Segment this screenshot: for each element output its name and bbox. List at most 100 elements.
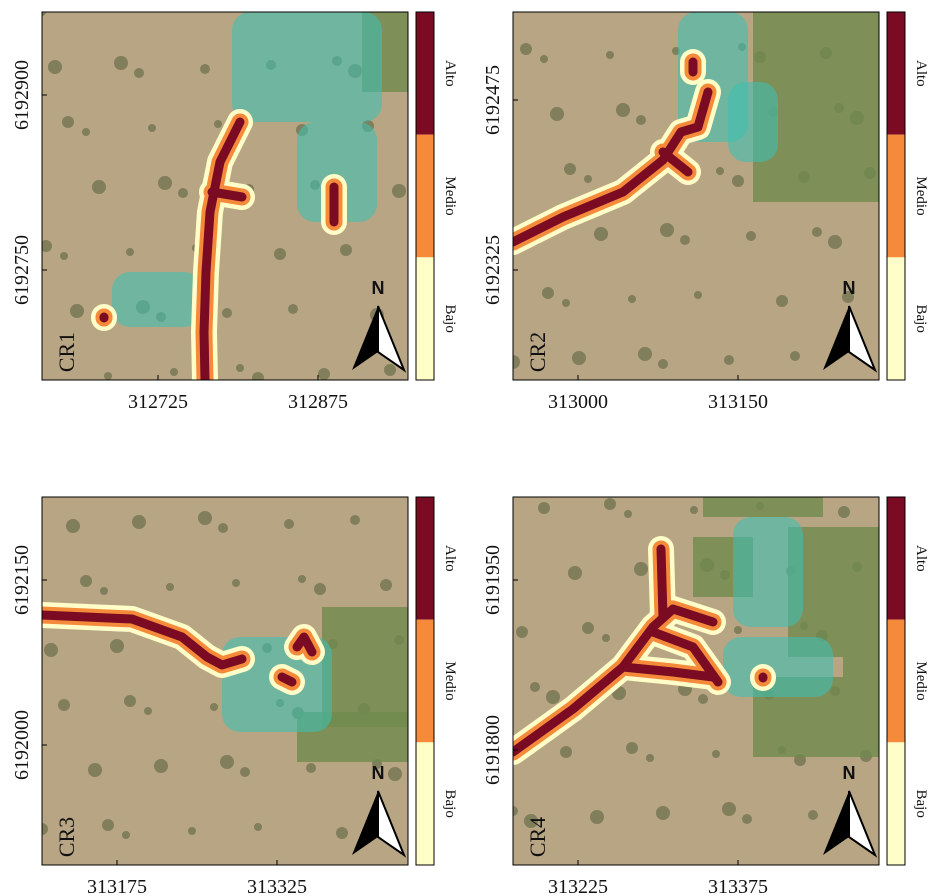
- panel-label: CR3: [54, 817, 79, 857]
- tree: [513, 355, 520, 369]
- north-arrow: [352, 306, 378, 370]
- tree: [42, 823, 48, 835]
- north-label: N: [372, 763, 385, 783]
- tree: [656, 806, 670, 820]
- tree: [604, 498, 616, 510]
- tree: [314, 583, 326, 595]
- tree: [88, 763, 102, 777]
- x-tick-label: 313225: [548, 876, 608, 896]
- tree: [222, 308, 232, 318]
- tree: [546, 690, 560, 704]
- flood-zone: [232, 12, 382, 122]
- tree: [114, 56, 128, 70]
- colorbar-label: Medio: [442, 176, 458, 215]
- tree: [690, 506, 698, 514]
- tree: [42, 12, 46, 16]
- north-arrow: [848, 790, 878, 858]
- colorbar-label: Alto: [442, 60, 458, 87]
- tree: [542, 287, 554, 299]
- flood-zone: [733, 517, 803, 627]
- north-arrow: [377, 790, 407, 858]
- colorbar-frame: [886, 496, 906, 866]
- tree: [274, 248, 286, 260]
- colorbar-segment: [416, 134, 434, 258]
- tree: [616, 103, 630, 117]
- colorbar-segment: [416, 742, 434, 865]
- tree: [100, 587, 108, 595]
- x-tick-label: 313375: [708, 876, 768, 896]
- tree: [254, 823, 262, 831]
- y-tick-label: 6192325: [482, 235, 504, 305]
- tree: [646, 754, 654, 762]
- tree: [584, 175, 592, 183]
- tree: [698, 694, 708, 704]
- tree: [660, 223, 674, 237]
- tree: [636, 115, 646, 125]
- north-arrow: [823, 306, 849, 370]
- y-tick-label: 6191800: [482, 715, 504, 785]
- north-arrow: [352, 791, 378, 855]
- north-arrow: [823, 791, 849, 855]
- map-panel: N CR1 312725 312875 6192900 6192750 Alto Medio B…: [11, 11, 458, 413]
- y-tick-label: 6192475: [482, 65, 504, 135]
- colorbar-segment: [887, 742, 905, 865]
- colorbar-segment: [416, 619, 434, 743]
- x-tick-label: 313325: [247, 876, 307, 896]
- tree: [838, 506, 850, 518]
- tree: [102, 819, 114, 831]
- tree: [44, 643, 58, 657]
- tree: [722, 802, 736, 816]
- colorbar-label: Alto: [913, 60, 929, 87]
- colorbar-segment: [887, 257, 905, 380]
- x-tick-label: 313175: [87, 876, 147, 896]
- y-tick-label: 6191950: [482, 545, 504, 615]
- colorbar-label: Bajo: [913, 304, 929, 332]
- tree: [742, 814, 752, 824]
- tree: [122, 831, 130, 839]
- tree: [516, 626, 528, 638]
- hazard-band: [513, 604, 718, 757]
- tree: [680, 235, 690, 245]
- x-tick-label: 313000: [548, 391, 608, 413]
- hazard-band: [656, 544, 668, 622]
- tree: [232, 579, 240, 587]
- tree: [144, 707, 152, 715]
- tree: [842, 291, 854, 303]
- flood-zone: [112, 272, 202, 327]
- map-frame: [512, 496, 880, 866]
- tree: [284, 519, 294, 529]
- colorbar-label: Alto: [442, 545, 458, 572]
- colorbar-segment: [887, 497, 905, 620]
- colorbar-label: Medio: [442, 661, 458, 700]
- map-panel: N CR3 313175 313325 6192150 6192000 Alto Medio B…: [11, 496, 458, 896]
- tree: [240, 767, 250, 777]
- tree: [746, 231, 756, 241]
- flood-zone: [297, 122, 377, 222]
- tree: [104, 372, 112, 380]
- tree: [210, 703, 218, 711]
- tree: [220, 755, 234, 769]
- tree: [70, 304, 84, 318]
- tree: [582, 622, 594, 634]
- tree: [380, 579, 392, 591]
- map-panel: N CR2 313000 313150 6192475 6192325 Alto Medio B…: [482, 11, 929, 413]
- hazard-band: [513, 87, 713, 247]
- map-image: [513, 497, 879, 865]
- tree: [724, 355, 734, 365]
- colorbar-label: Bajo: [442, 304, 458, 332]
- tree: [790, 351, 800, 361]
- tree: [388, 767, 402, 781]
- tree: [776, 295, 788, 307]
- colorbar-frame: [886, 11, 906, 381]
- tree: [154, 759, 168, 773]
- map-frame: [512, 11, 880, 381]
- tree: [252, 372, 264, 380]
- hazard-band: [648, 627, 723, 687]
- tree: [524, 814, 538, 828]
- tree: [92, 180, 106, 194]
- field: [322, 607, 408, 727]
- y-tick-label: 6192750: [11, 235, 33, 305]
- tree: [178, 188, 188, 198]
- colorbar-frame: [415, 11, 435, 381]
